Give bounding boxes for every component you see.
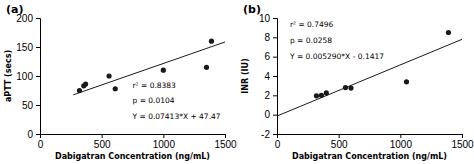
x-tick-mark (462, 134, 463, 138)
y-tick: -2 (261, 129, 277, 140)
x-tick-label: 1000 (390, 139, 413, 150)
y-tick-mark (273, 134, 277, 135)
x-axis: 0 500 1000 1500 (275, 134, 474, 150)
y-axis-title: aPTT (secs) (4, 50, 13, 102)
x-tick-mark (102, 134, 103, 138)
x-tick: 500 (94, 134, 111, 150)
x-axis-line (278, 135, 463, 139)
plot-area (277, 30, 462, 116)
y-tick-label: -2 (261, 129, 270, 140)
y-axis-line (273, 19, 278, 135)
y-tick-label: 0 (27, 129, 33, 140)
x-tick: 500 (331, 134, 348, 150)
y-tick: 0 (264, 109, 277, 120)
x-tick: 0 (38, 134, 44, 150)
y-tick: 0 (27, 129, 40, 140)
x-axis-line (41, 135, 226, 139)
y-tick-mark (36, 47, 40, 48)
x-tick: 1000 (390, 134, 413, 150)
annotation: r² = 0.7496 (290, 20, 334, 29)
x-axis: 0 500 1000 1500 (38, 134, 237, 150)
x-axis-title: Dabigatran Concentration (ng/mL) (292, 152, 447, 161)
scatter-point (161, 68, 166, 73)
annotation: p = 0.0258 (290, 36, 332, 45)
scatter-point (204, 65, 209, 70)
regression-line (277, 39, 462, 116)
x-tick-mark (400, 134, 401, 138)
y-tick-label: 6 (264, 51, 270, 62)
x-tick: 1500 (451, 134, 474, 150)
scatter-point (209, 39, 214, 44)
y-tick: 50 (22, 100, 40, 111)
x-tick-label: 1000 (153, 139, 176, 150)
figure: 050010001500050100150200Dabigatran Conce… (0, 0, 474, 164)
y-tick: 2 (264, 90, 277, 101)
scatter-point (83, 82, 88, 87)
x-tick-label: 0 (38, 139, 44, 150)
annotation: p = 0.0104 (133, 96, 175, 105)
x-tick-label: 0 (275, 139, 281, 150)
y-tick-mark (273, 37, 277, 38)
annotation: Y = 0.07413*X + 47.47 (132, 112, 221, 121)
x-tick: 1000 (153, 134, 176, 150)
y-tick-label: 150 (16, 42, 33, 53)
y-tick: 6 (264, 51, 277, 62)
scatter-point (404, 79, 409, 84)
x-tick-mark (225, 134, 226, 138)
y-tick-mark (273, 115, 277, 116)
y-tick-mark (273, 18, 277, 19)
y-tick-mark (36, 76, 40, 77)
y-tick-mark (273, 95, 277, 96)
y-tick-mark (273, 57, 277, 58)
y-tick: 10 (259, 13, 277, 24)
y-tick-label: 100 (16, 71, 33, 82)
y-tick-label: 4 (264, 71, 270, 82)
y-tick-mark (36, 105, 40, 106)
regression-line (73, 42, 225, 95)
x-tick-label: 500 (94, 139, 111, 150)
panel-title: (b) (243, 3, 261, 16)
y-axis: 050100150200 (16, 13, 40, 140)
scatter-point (446, 30, 451, 35)
scatter-point (106, 73, 111, 78)
annotation: r² = 0.8383 (133, 81, 177, 90)
y-axis-line (36, 19, 41, 135)
x-axis-title: Dabigatran Concentration (ng/mL) (55, 152, 210, 161)
scatter-point (113, 86, 118, 91)
y-tick-mark (36, 134, 40, 135)
y-tick: 150 (16, 42, 40, 53)
y-tick-label: 50 (22, 100, 34, 111)
scatter-point (314, 93, 319, 98)
x-tick-mark (163, 134, 164, 138)
x-tick-mark (339, 134, 340, 138)
y-tick: 4 (264, 71, 277, 82)
panel-title: (a) (6, 3, 23, 16)
annotation: Y = 0.005290*X - 0.1417 (289, 52, 384, 61)
y-tick-label: 0 (264, 109, 270, 120)
x-tick-label: 1500 (214, 139, 237, 150)
y-tick-mark (36, 18, 40, 19)
y-tick-mark (273, 76, 277, 77)
x-tick-label: 1500 (451, 139, 474, 150)
panel: 050010001500050100150200Dabigatran Conce… (4, 3, 237, 161)
y-tick-label: 8 (264, 32, 270, 43)
y-tick: 100 (16, 71, 40, 82)
panel: 0 500 1000 1500 -2 0 2 4 6 8 10 Dabigatran Concentr… (241, 3, 474, 161)
y-axis: -2 0 2 4 6 8 10 (259, 13, 278, 140)
y-tick: 8 (264, 32, 277, 43)
x-tick: 0 (275, 134, 281, 150)
x-tick-label: 500 (331, 139, 348, 150)
plot-area (73, 39, 225, 95)
y-tick-label: 2 (264, 90, 270, 101)
y-axis-title: INR (IU) (241, 58, 250, 93)
x-tick: 1500 (214, 134, 237, 150)
